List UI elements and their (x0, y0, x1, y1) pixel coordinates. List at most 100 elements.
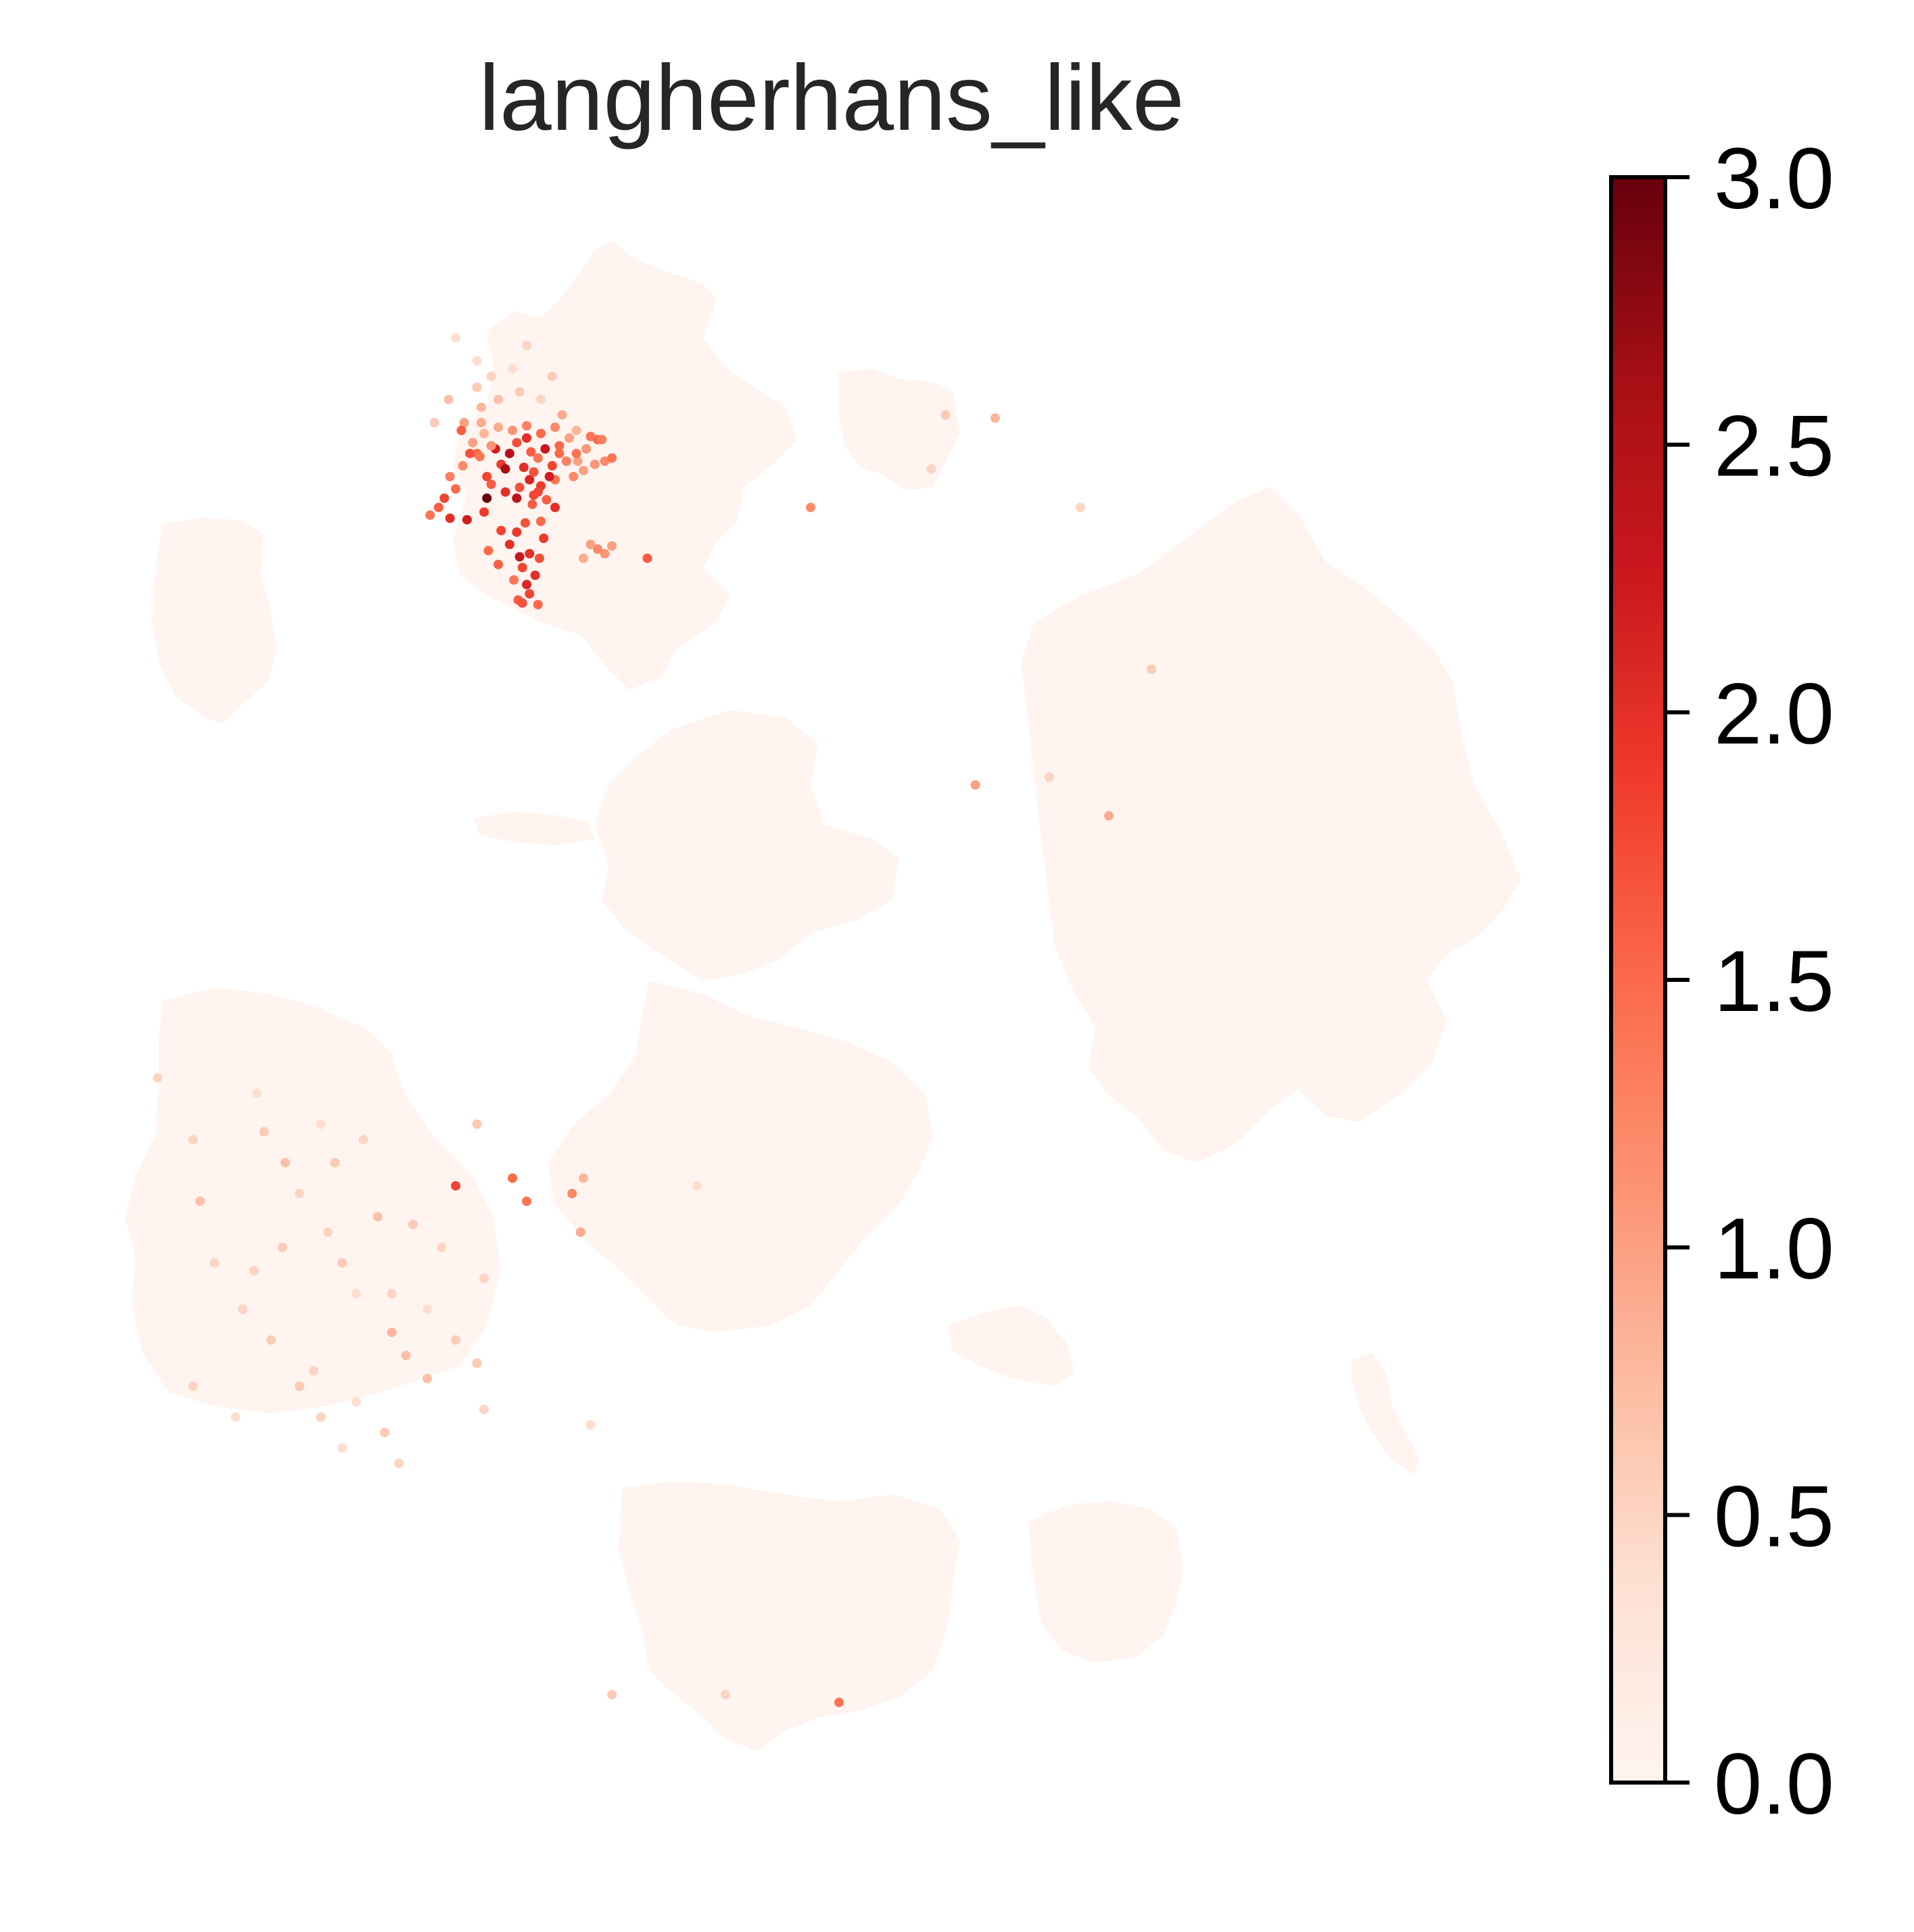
data-point (445, 513, 455, 523)
data-point (500, 464, 510, 474)
data-point (575, 1227, 585, 1237)
center-cluster (595, 710, 899, 981)
data-point (482, 493, 492, 503)
data-point (494, 422, 503, 432)
data-point (530, 570, 540, 580)
data-point (569, 471, 579, 481)
data-point (479, 1273, 489, 1283)
lower-right-small-cluster (947, 1305, 1075, 1386)
data-point (525, 589, 535, 599)
data-point (425, 510, 435, 520)
data-point (387, 1327, 397, 1338)
data-point (522, 421, 531, 431)
data-point (557, 410, 567, 420)
data-point (451, 1335, 460, 1345)
data-point (337, 1258, 347, 1268)
data-point (238, 1304, 247, 1314)
data-point (309, 1366, 318, 1376)
data-point (519, 463, 529, 473)
data-point (444, 394, 454, 404)
data-point (579, 1173, 588, 1183)
data-point (579, 465, 588, 475)
data-point (423, 1373, 432, 1384)
data-point (525, 548, 535, 559)
data-point (600, 456, 610, 466)
data-point (479, 1405, 489, 1415)
data-point (515, 552, 525, 562)
data-point (533, 487, 543, 497)
colorbar-tick-label: 0.0 (1714, 1736, 1834, 1833)
data-point (525, 475, 535, 485)
data-point (512, 527, 522, 537)
data-point (565, 433, 574, 443)
data-point (581, 444, 592, 454)
data-point (401, 1350, 411, 1361)
data-point (547, 461, 557, 471)
data-point (536, 429, 546, 438)
data-point (486, 371, 496, 381)
data-point (451, 1181, 460, 1191)
data-point (533, 453, 543, 463)
data-point (529, 467, 539, 477)
bottom-right-cluster (1028, 1501, 1183, 1664)
data-point (508, 364, 517, 374)
data-point (394, 1459, 404, 1468)
data-point (472, 356, 482, 366)
data-point (472, 382, 482, 392)
data-point (1147, 664, 1156, 674)
top-right-small-cluster (838, 369, 960, 490)
colorbar-tick-label: 0.5 (1714, 1468, 1834, 1565)
data-point (642, 553, 652, 563)
data-point (486, 479, 496, 490)
data-point (509, 575, 519, 585)
data-point (508, 425, 517, 435)
right-large-cluster (1021, 487, 1521, 1163)
data-point (458, 461, 468, 471)
data-point (486, 441, 496, 451)
data-point (607, 1690, 617, 1699)
cluster-layer (125, 240, 1521, 1751)
data-point (266, 1335, 276, 1345)
data-point (567, 1189, 577, 1198)
points-layer (153, 333, 1156, 1707)
data-point (277, 1242, 287, 1252)
data-point (571, 448, 581, 458)
data-point (585, 431, 596, 442)
data-point (472, 1119, 482, 1129)
bottom-cluster (619, 1481, 960, 1751)
lower-left-cluster (125, 987, 500, 1413)
data-point (210, 1258, 219, 1268)
data-point (475, 452, 485, 462)
data-point (188, 1135, 198, 1145)
data-point (479, 507, 489, 517)
data-point (373, 1212, 383, 1222)
data-point (522, 580, 531, 590)
data-point (512, 438, 522, 448)
data-point (600, 548, 610, 559)
data-point (579, 553, 588, 563)
data-point (337, 1443, 347, 1453)
data-point (1076, 502, 1085, 513)
data-point (281, 1158, 290, 1168)
data-point (607, 541, 617, 551)
data-point (500, 487, 510, 497)
data-point (721, 1690, 730, 1699)
data-point (550, 502, 560, 513)
data-point (433, 502, 444, 513)
data-point (496, 525, 506, 536)
data-point (508, 1173, 517, 1183)
left-small-cluster (152, 517, 277, 724)
data-point (1104, 811, 1114, 821)
data-point (472, 1358, 482, 1368)
colorbar-tick-label: 1.5 (1714, 933, 1834, 1030)
data-point (517, 598, 527, 608)
data-point (316, 1119, 326, 1129)
data-point (573, 456, 583, 466)
data-point (387, 1289, 397, 1299)
data-point (806, 502, 815, 513)
data-point (517, 563, 527, 573)
data-point (451, 484, 460, 494)
data-point (195, 1196, 205, 1206)
colorbar-tick-label: 3.0 (1714, 131, 1834, 227)
